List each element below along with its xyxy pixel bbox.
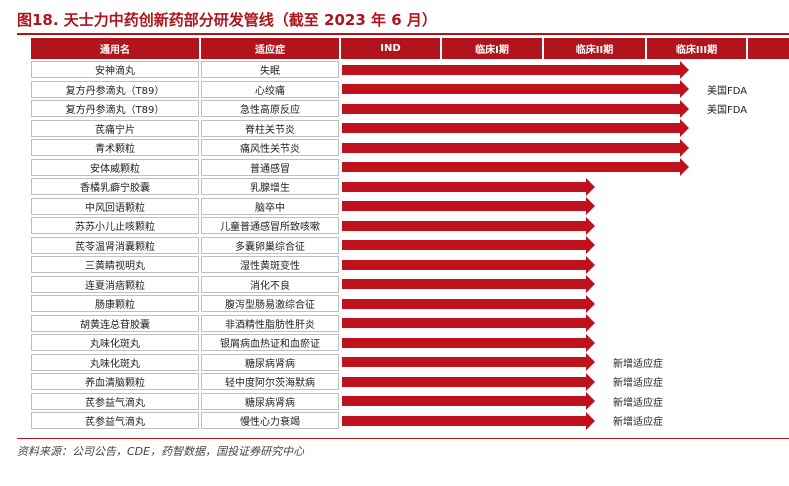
indication-cell: 普通感冒 (201, 158, 339, 176)
header-phase3: 临床III期 (647, 38, 746, 59)
drug-name-cell: 中风回语颗粒 (31, 197, 199, 215)
source-note: 资料来源：公司公告，CDE，药智数据，国投证券研究中心 (17, 445, 305, 458)
indication-cell: 心绞痛 (201, 80, 339, 98)
indication-cell: 急性高原反应 (201, 100, 339, 117)
header-ind: IND (341, 38, 440, 59)
progress-bar (342, 259, 586, 270)
drug-name-cell: 丸味化斑丸 (31, 353, 199, 371)
indication-cell: 轻中度阿尔茨海默病 (201, 373, 339, 390)
drug-name-cell: 三黄睛视明丸 (31, 256, 199, 273)
progress-arrow-icon (680, 119, 689, 137)
progress-arrow-icon (680, 60, 689, 79)
progress-bar (342, 142, 680, 153)
progress-bar (342, 298, 586, 309)
indication-cell: 失眠 (201, 61, 339, 78)
figure-title: 图18. 天士力中药创新药部分研发管线（截至 2023 年 6 月） (17, 11, 437, 29)
row-note: 新增适应症 (613, 378, 663, 389)
progress-bar (342, 103, 680, 114)
indication-cell: 银屑病血热证和血瘀证 (201, 334, 339, 351)
drug-name-cell: 芪参益气滴丸 (31, 412, 199, 429)
progress-arrow-icon (586, 353, 595, 371)
progress-bar (342, 376, 586, 387)
row-note: 新增适应症 (613, 417, 663, 428)
indication-cell: 儿童普通感冒所致咳嗽 (201, 217, 339, 234)
drug-name-cell: 养血清脑颗粒 (31, 373, 199, 390)
drug-name-cell: 青术颗粒 (31, 139, 199, 156)
indication-cell: 腹泻型肠易激综合征 (201, 295, 339, 312)
progress-bar (342, 396, 586, 406)
progress-arrow-icon (586, 236, 595, 254)
drug-name-cell: 安体威颗粒 (31, 158, 199, 176)
indication-cell: 脑卒中 (201, 197, 339, 215)
drug-name-cell: 香橘乳癖宁胶囊 (31, 178, 199, 195)
progress-bar (342, 318, 586, 328)
progress-bar (342, 279, 586, 289)
indication-cell: 脊柱关节炎 (201, 119, 339, 137)
header-extra (748, 38, 789, 59)
progress-arrow-icon (586, 216, 595, 235)
drug-name-cell: 肠康颗粒 (31, 295, 199, 312)
progress-arrow-icon (586, 255, 595, 274)
indication-cell: 痛风性关节炎 (201, 139, 339, 156)
progress-bar (342, 64, 680, 75)
header-drug: 通用名 (31, 38, 199, 59)
indication-cell: 糖尿病肾病 (201, 353, 339, 371)
drug-name-cell: 复方丹参滴丸（T89） (31, 80, 199, 98)
header-phase1: 临床I期 (442, 38, 542, 59)
progress-arrow-icon (680, 99, 689, 118)
progress-arrow-icon (586, 411, 595, 430)
drug-name-cell: 复方丹参滴丸（T89） (31, 100, 199, 117)
progress-bar (342, 123, 680, 133)
row-note: 新增适应症 (613, 358, 663, 370)
progress-arrow-icon (586, 372, 595, 391)
indication-cell: 消化不良 (201, 275, 339, 293)
progress-arrow-icon (586, 275, 595, 293)
progress-arrow-icon (586, 392, 595, 410)
drug-name-cell: 芪参益气滴丸 (31, 392, 199, 410)
drug-name-cell: 安神滴丸 (31, 61, 199, 78)
drug-name-cell: 芪痛宁片 (31, 119, 199, 137)
drug-name-cell: 连夏消痞颗粒 (31, 275, 199, 293)
progress-arrow-icon (680, 80, 689, 98)
progress-bar (342, 337, 586, 348)
progress-arrow-icon (586, 333, 595, 352)
progress-arrow-icon (680, 158, 689, 176)
progress-bar (342, 181, 586, 192)
indication-cell: 乳腺增生 (201, 178, 339, 195)
progress-arrow-icon (586, 294, 595, 313)
progress-arrow-icon (586, 314, 595, 332)
drug-name-cell: 丸味化斑丸 (31, 334, 199, 351)
header-indication: 适应症 (201, 38, 339, 59)
indication-cell: 慢性心力衰竭 (201, 412, 339, 429)
progress-bar (342, 162, 680, 172)
progress-bar (342, 84, 680, 94)
indication-cell: 湿性黄斑变性 (201, 256, 339, 273)
progress-arrow-icon (586, 197, 595, 215)
progress-bar (342, 240, 586, 250)
indication-cell: 非酒精性脂肪性肝炎 (201, 314, 339, 332)
progress-bar (342, 357, 586, 367)
indication-cell: 多囊卵巢综合征 (201, 236, 339, 254)
progress-bar (342, 201, 586, 211)
progress-arrow-icon (680, 138, 689, 157)
header-phase2: 临床II期 (544, 38, 645, 59)
title-divider (17, 33, 789, 35)
progress-arrow-icon (586, 177, 595, 196)
indication-cell: 糖尿病肾病 (201, 392, 339, 410)
drug-name-cell: 胡黄连总苷胶囊 (31, 314, 199, 332)
source-divider (17, 438, 789, 439)
drug-name-cell: 芪苓温肾消囊颗粒 (31, 236, 199, 254)
row-note: 美国FDA (707, 105, 748, 116)
row-note: 美国FDA (707, 85, 748, 97)
row-note: 新增适应症 (613, 397, 663, 409)
progress-bar (342, 220, 586, 231)
progress-bar (342, 415, 586, 426)
drug-name-cell: 苏苏小儿止咳颗粒 (31, 217, 199, 234)
